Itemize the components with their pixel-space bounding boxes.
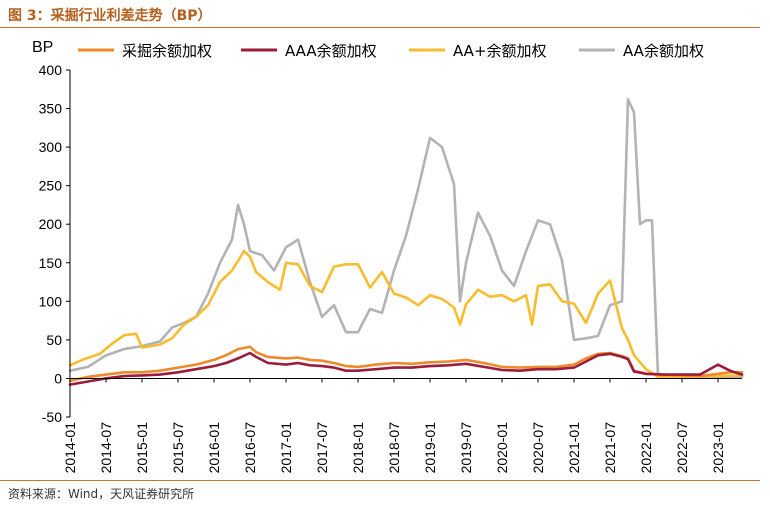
y-tick-label: 250 bbox=[39, 178, 63, 194]
y-tick-label: 350 bbox=[39, 101, 63, 117]
legend-label: AA+余额加权 bbox=[453, 42, 547, 60]
series-line-3 bbox=[68, 98, 744, 379]
x-tick-label: 2016-07 bbox=[242, 422, 258, 474]
x-tick-label: 2019-01 bbox=[422, 422, 438, 474]
chart-legend: 采掘余额加权 AAA余额加权 AA+余额加权 AA余额加权 bbox=[78, 42, 704, 60]
x-tick-label: 2023-01 bbox=[710, 422, 726, 474]
y-tick-label: 150 bbox=[39, 255, 63, 271]
x-tick-label: 2019-07 bbox=[458, 422, 474, 474]
y-tick-label: 400 bbox=[39, 62, 63, 78]
x-tick-label: 2014-01 bbox=[62, 422, 78, 474]
y-tick-label: 100 bbox=[39, 293, 63, 309]
y-axis-ticks: -50 0 50 100 150 200 250 300 350 400 bbox=[39, 62, 70, 425]
x-tick-label: 2018-01 bbox=[350, 422, 366, 474]
x-tick-label: 2021-07 bbox=[602, 422, 618, 474]
line-chart: 采掘余额加权 AAA余额加权 AA+余额加权 AA余额加权 BP -50 0 50 100 1… bbox=[32, 39, 744, 473]
x-tick-label: 2022-01 bbox=[638, 422, 654, 474]
y-tick-label: 200 bbox=[39, 216, 63, 232]
chart-series bbox=[68, 98, 744, 386]
bottom-divider bbox=[0, 480, 760, 481]
x-tick-label: 2015-07 bbox=[170, 422, 186, 474]
figure-title: 图 3：采掘行业利差走势（BP） bbox=[8, 8, 212, 24]
series-line-1 bbox=[68, 351, 744, 386]
x-tick-label: 2022-07 bbox=[674, 422, 690, 474]
x-tick-label: 2018-07 bbox=[386, 422, 402, 474]
legend-label: 采掘余额加权 bbox=[122, 42, 212, 60]
source-note: 资料来源：Wind，天风证券研究所 bbox=[8, 487, 195, 501]
x-tick-label: 2020-01 bbox=[494, 422, 510, 474]
top-divider bbox=[0, 27, 760, 28]
y-tick-label: -50 bbox=[42, 409, 62, 425]
x-tick-label: 2017-07 bbox=[314, 422, 330, 474]
x-tick-label: 2020-07 bbox=[530, 422, 546, 474]
x-tick-label: 2017-01 bbox=[278, 422, 294, 474]
x-tick-label: 2014-07 bbox=[98, 422, 114, 474]
x-tick-label: 2016-01 bbox=[206, 422, 222, 474]
x-axis-ticks: 2014-01 2014-07 2015-01 2015-07 2016-01 2016-… bbox=[62, 378, 726, 473]
y-tick-label: 300 bbox=[39, 139, 63, 155]
y-axis-unit-label: BP bbox=[32, 39, 53, 56]
y-tick-label: 0 bbox=[54, 370, 62, 386]
legend-label: AA余额加权 bbox=[623, 42, 704, 60]
x-tick-label: 2015-01 bbox=[134, 422, 150, 474]
chart-axes bbox=[69, 70, 742, 417]
legend-label: AAA余额加权 bbox=[285, 42, 377, 60]
y-tick-label: 50 bbox=[46, 332, 62, 348]
series-line-2 bbox=[68, 249, 744, 379]
x-tick-label: 2021-01 bbox=[566, 422, 582, 474]
